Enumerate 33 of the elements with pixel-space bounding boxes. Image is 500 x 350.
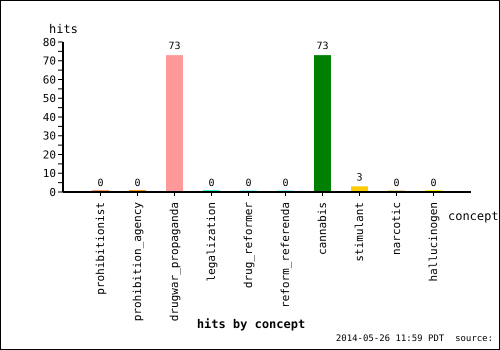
x-tick-label: narcotic xyxy=(390,202,403,255)
x-tick-label: legalization xyxy=(205,202,218,282)
data-label: 0 xyxy=(430,178,437,189)
y-axis-title: hits xyxy=(49,22,78,36)
x-tick-label: prohibition_agency xyxy=(131,202,144,322)
text: hits by concept xyxy=(196,317,306,331)
x-tick-label: prohibitionist xyxy=(94,202,107,295)
x-tick-label: drug_reformer xyxy=(242,202,255,288)
data-label: 0 xyxy=(282,178,289,189)
data-label: 0 xyxy=(245,178,252,189)
y-tick-label: 80 xyxy=(42,36,56,49)
y-tick-label: 20 xyxy=(42,148,56,162)
y-tick-label: 0 xyxy=(49,186,56,199)
data-label: 3 xyxy=(356,172,363,184)
x-tick-label: stimulant xyxy=(353,202,366,262)
x-tick-label: reform_referenda xyxy=(279,202,292,308)
text: 2014-05-26 11:59 PDT source: xyxy=(336,334,493,344)
x-tick-label: drugwar_propaganda xyxy=(168,202,181,322)
data-label: 73 xyxy=(168,41,181,52)
x-tick-label: hallucinogen xyxy=(427,202,440,282)
x-axis-title: concept xyxy=(448,209,499,223)
y-tick-label: 30 xyxy=(42,130,56,143)
data-label: 0 xyxy=(134,178,141,189)
data-label: 0 xyxy=(97,178,104,189)
y-tick-label: 40 xyxy=(42,110,56,124)
y-tick-label: 10 xyxy=(42,167,56,180)
data-label: 0 xyxy=(393,178,400,189)
data-label: 73 xyxy=(316,41,329,52)
y-tick-label: 50 xyxy=(42,92,56,106)
x-tick-label: cannabis xyxy=(316,202,329,255)
y-tick-label: 60 xyxy=(42,73,56,86)
data-label: 0 xyxy=(208,178,215,189)
y-tick-label: 70 xyxy=(42,54,56,68)
